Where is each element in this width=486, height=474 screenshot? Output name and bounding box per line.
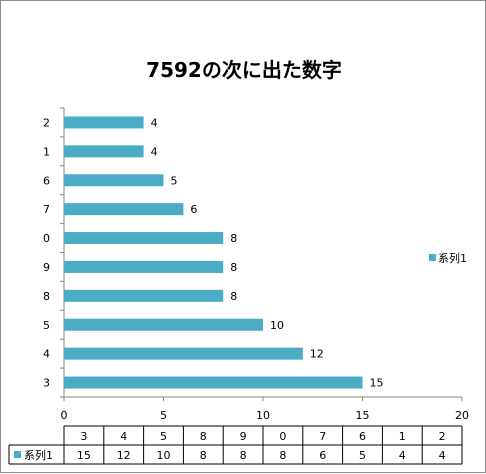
table-value-cell: 8	[279, 449, 286, 462]
y-tick-label: 5	[43, 319, 50, 332]
chart-title: 7592の次に出た数字	[146, 58, 342, 82]
table-header-cell: 1	[399, 430, 406, 443]
data-label: 8	[230, 261, 237, 274]
data-label: 12	[310, 348, 324, 361]
y-tick-label: 9	[43, 261, 50, 274]
plot-area: 3 15 4 12 5 10 8 8 9 8 0 8 7 6 6 5 1 4 2 4 0 5 10 15 20	[43, 107, 469, 422]
table-header-cell: 9	[240, 430, 247, 443]
table-header-cell: 6	[359, 430, 366, 443]
x-tick-label: 5	[160, 409, 167, 422]
table-series-label: 系列1	[24, 448, 53, 462]
table-header-cell: 3	[80, 430, 87, 443]
table-header-cell: 0	[279, 430, 286, 443]
legend-label: 系列1	[438, 251, 467, 265]
data-label: 6	[190, 203, 197, 216]
data-label: 5	[171, 174, 178, 187]
data-label: 8	[230, 232, 237, 245]
table-value-cell: 12	[117, 449, 131, 462]
bar	[64, 145, 144, 158]
bar	[64, 260, 224, 273]
table-legend-swatch	[14, 451, 21, 458]
x-tick-label: 15	[356, 409, 370, 422]
data-table: 3 15 4 12 5 10 8 8 9 8 0 8 7 6 6 5 1 4 2 4 系列1	[8, 425, 463, 465]
y-tick-label: 2	[43, 116, 50, 129]
table-value-cell: 8	[240, 449, 247, 462]
bar	[64, 232, 224, 245]
data-label: 4	[151, 116, 158, 129]
bar	[64, 116, 144, 129]
bar	[64, 318, 263, 331]
y-tick-label: 8	[43, 290, 50, 303]
table-value-cell: 8	[200, 449, 207, 462]
table-value-cell: 4	[399, 449, 406, 462]
data-label: 10	[270, 319, 284, 332]
table-value-cell: 4	[439, 449, 446, 462]
bar	[64, 376, 363, 389]
x-tick-label: 0	[61, 409, 68, 422]
data-label: 4	[151, 145, 158, 158]
y-tick-label: 7	[43, 203, 50, 216]
y-tick-label: 0	[43, 232, 50, 245]
table-header-cell: 7	[319, 430, 326, 443]
bar	[64, 347, 303, 360]
x-tick-label: 20	[455, 409, 469, 422]
table-value-cell: 15	[77, 449, 91, 462]
data-label: 15	[370, 377, 384, 390]
table-header-cell: 4	[120, 430, 127, 443]
data-label: 8	[230, 290, 237, 303]
table-value-cell: 10	[157, 449, 171, 462]
legend-swatch	[429, 254, 436, 261]
y-tick-label: 3	[43, 377, 50, 390]
x-tick-label: 10	[256, 409, 270, 422]
y-tick-label: 4	[43, 348, 50, 361]
table-header-cell: 5	[160, 430, 167, 443]
table-header-cell: 2	[439, 430, 446, 443]
table-value-cell: 6	[319, 449, 326, 462]
bar	[64, 203, 184, 216]
legend: 系列1	[429, 251, 467, 265]
y-tick-label: 1	[43, 145, 50, 158]
bar	[64, 289, 224, 302]
bar	[64, 174, 164, 187]
y-tick-label: 6	[43, 174, 50, 187]
table-header-cell: 8	[200, 430, 207, 443]
table-value-cell: 5	[359, 449, 366, 462]
